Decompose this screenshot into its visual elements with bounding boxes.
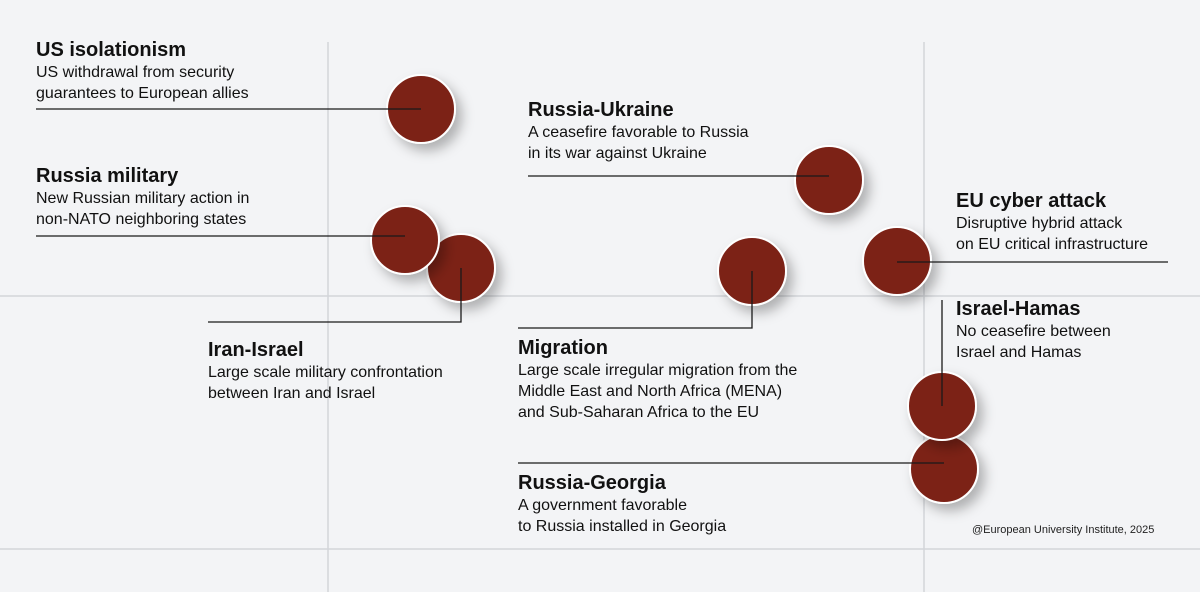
risk-description: in its war against Ukraine [528, 145, 707, 162]
label-migration: Migration Large scale irregular migratio… [518, 336, 797, 423]
label-eu-cyber-attack: EU cyber attack Disruptive hybrid attack… [956, 189, 1148, 255]
risk-description: to Russia installed in Georgia [518, 518, 727, 535]
risk-description: and Sub-Saharan Africa to the EU [518, 404, 760, 421]
credit-text: @European University Institute, 2025 [972, 524, 1155, 536]
risk-title: Israel-Hamas [956, 298, 1081, 320]
risk-title: Iran-Israel [208, 339, 304, 361]
risk-description: guarantees to European allies [36, 85, 249, 102]
leader-lines [36, 108, 1168, 464]
risk-description: Israel and Hamas [956, 344, 1082, 361]
marker-russia-ukraine [794, 145, 864, 215]
risk-description: on EU critical infrastructure [956, 236, 1149, 253]
risk-title: Russia military [36, 165, 179, 187]
marker-eu-cyber-attack [862, 226, 932, 296]
risk-description: Middle East and North Africa (MENA) [518, 383, 783, 400]
risk-title: EU cyber attack [956, 190, 1107, 212]
risk-description: A ceasefire favorable to Russia [528, 124, 749, 141]
risk-description: Large scale irregular migration from the [518, 362, 798, 379]
risk-description: Large scale military confrontation [208, 364, 443, 381]
leader-migration [518, 271, 753, 329]
risk-description: A government favorable [518, 497, 687, 514]
risk-description: non-NATO neighboring states [36, 211, 247, 228]
quadrant-grid [0, 42, 1200, 592]
risk-title: US isolationism [36, 39, 187, 61]
label-israel-hamas: Israel-Hamas No ceasefire between Israel… [956, 297, 1111, 363]
risk-description: US withdrawal from security [36, 64, 235, 81]
marker-russia-georgia [909, 434, 979, 504]
risk-title: Russia-Georgia [518, 472, 666, 494]
label-us-isolationism: US isolationism US withdrawal from secur… [36, 38, 249, 104]
risk-description: Disruptive hybrid attack [956, 215, 1123, 232]
risk-description: No ceasefire between [956, 323, 1111, 340]
label-russia-ukraine: Russia-Ukraine A ceasefire favorable to … [528, 98, 749, 164]
risk-title: Russia-Ukraine [528, 99, 674, 121]
marker-russia-military [370, 205, 440, 275]
risk-description: between Iran and Israel [208, 385, 376, 402]
label-iran-israel: Iran-Israel Large scale military confron… [208, 338, 443, 404]
label-russia-military: Russia military New Russian military act… [36, 164, 249, 230]
label-russia-georgia: Russia-Georgia A government favorable to… [518, 471, 726, 537]
leader-iran-israel [208, 268, 462, 323]
risk-description: New Russian military action in [36, 190, 250, 207]
risk-title: Migration [518, 337, 608, 359]
